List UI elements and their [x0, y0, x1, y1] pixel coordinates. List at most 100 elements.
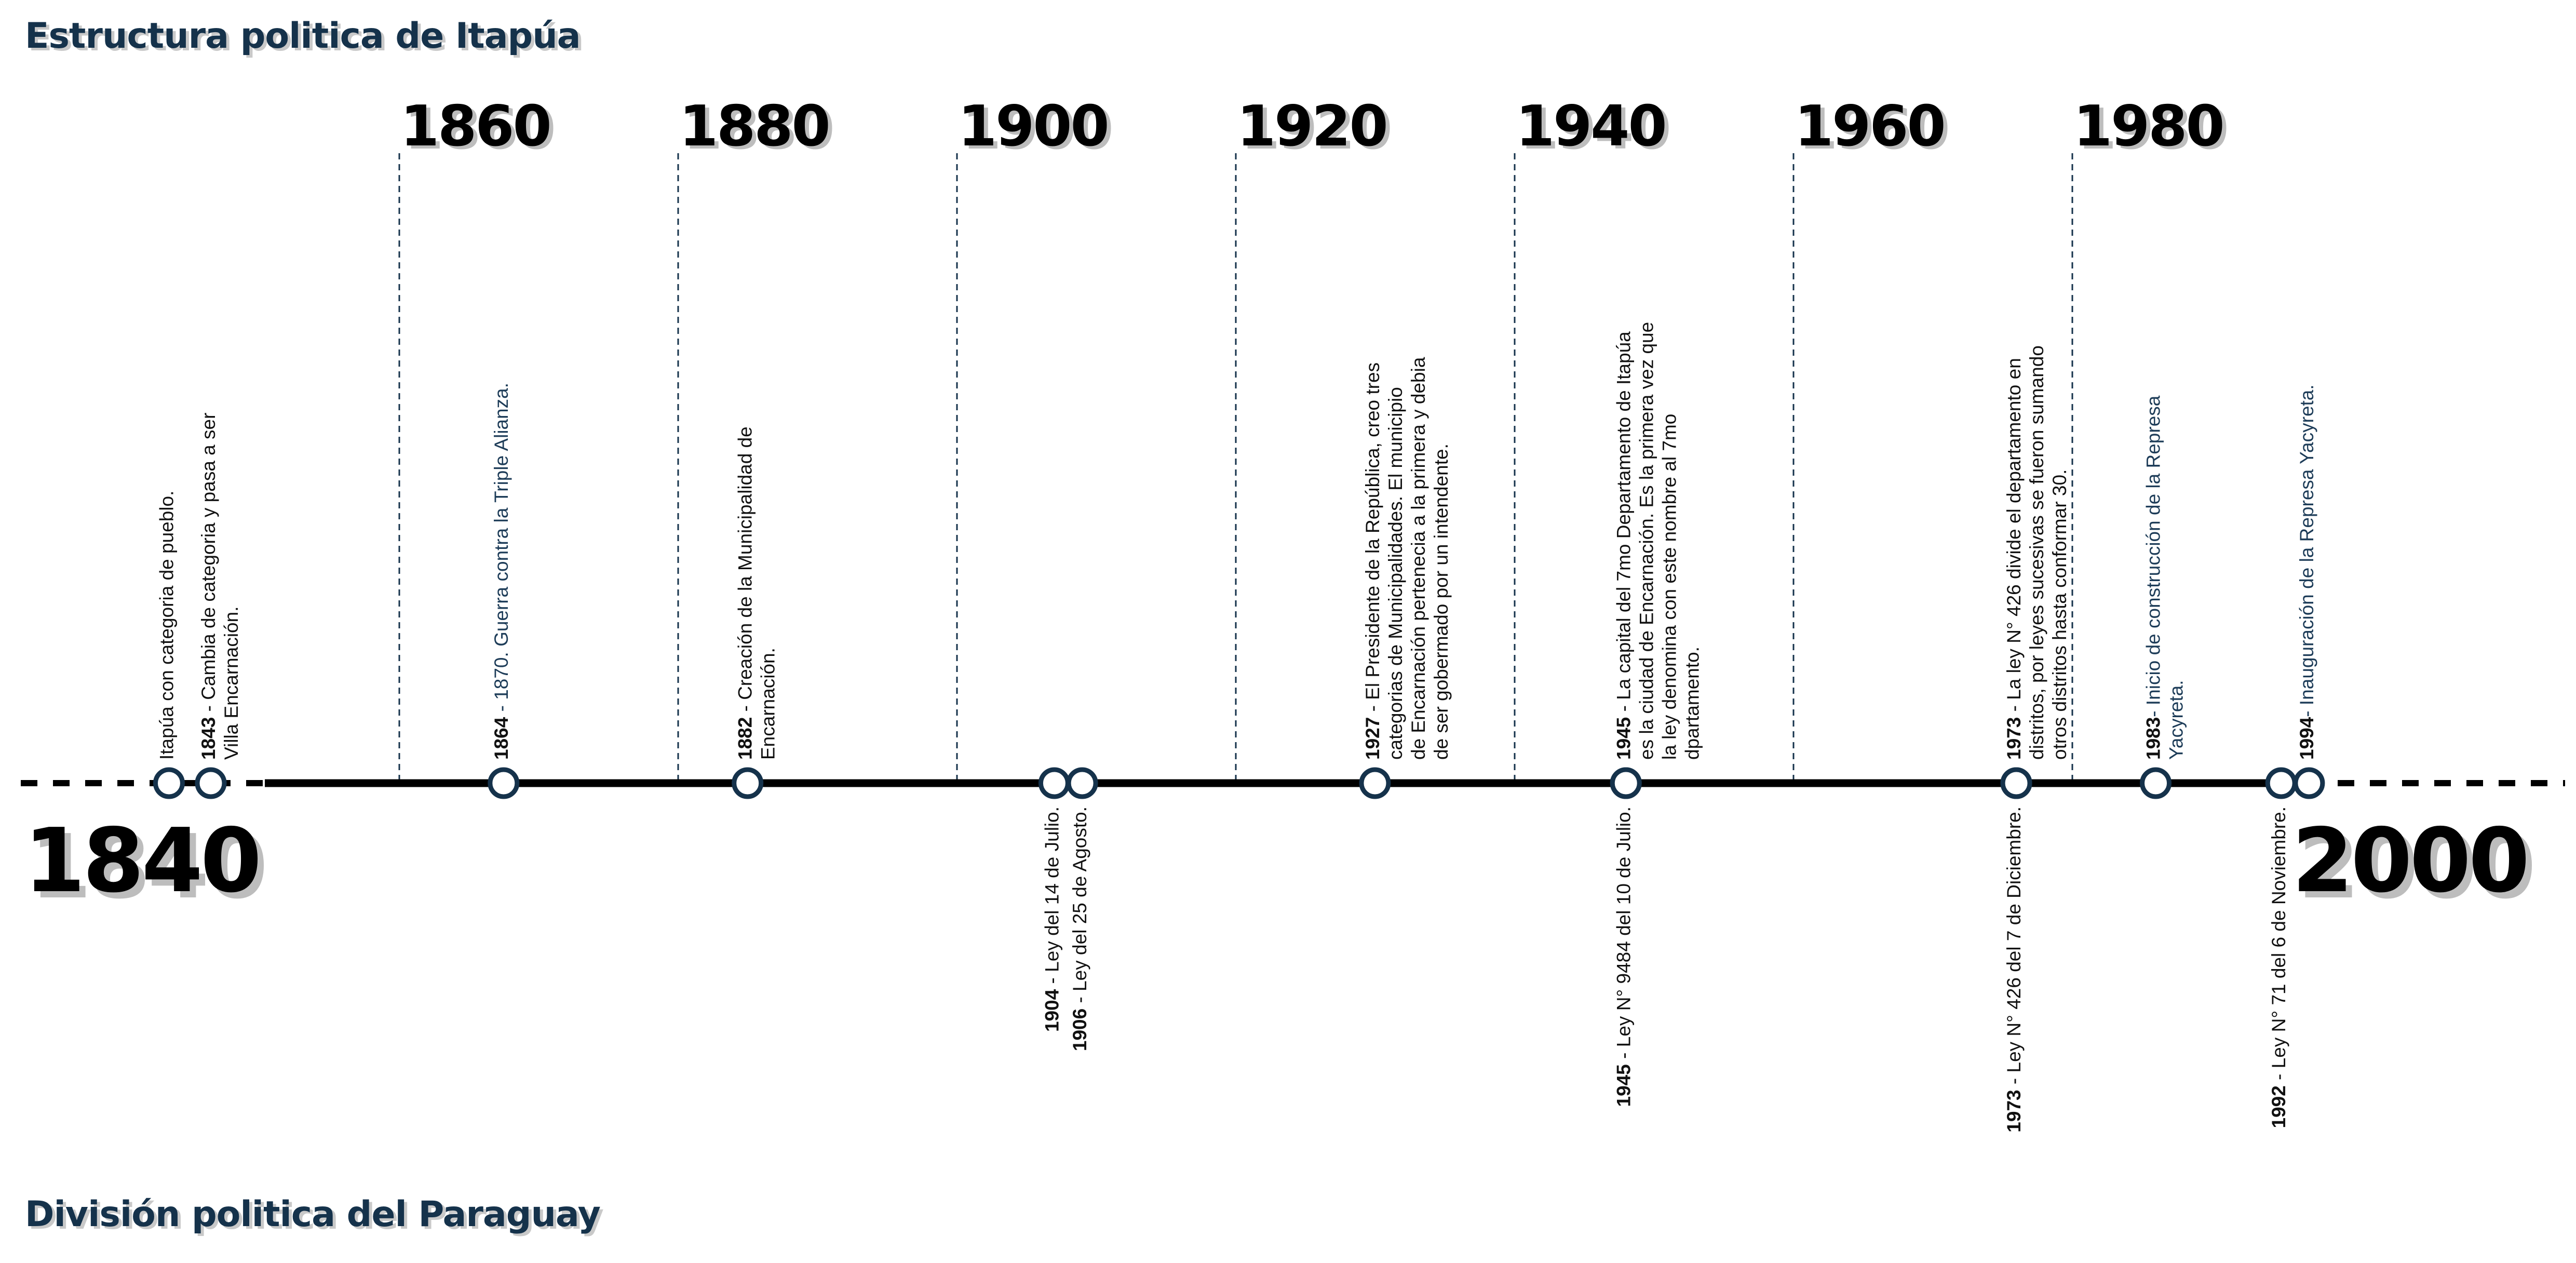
decade-label-1980: 1980: [2073, 94, 2223, 159]
event-line: 1973 - La ley N° 426 divide el departame…: [2003, 358, 2025, 760]
event-year: 1973: [2003, 1090, 2025, 1132]
marker-below-3: [2000, 767, 2032, 799]
decade-label-1860: 1860: [400, 94, 550, 159]
event-line: 1983- Inicio de construcción de la Repre…: [2143, 395, 2164, 760]
event-line: Villa Encarnación.: [221, 607, 242, 760]
event-year: 1945: [1613, 1064, 1634, 1107]
decade-label-shadow-1960: 1960: [1799, 97, 1949, 162]
event-below-3: 1973 - Ley N° 426 del 7 de Diciembre.: [2003, 807, 2025, 1133]
marker-above-7: [2140, 767, 2172, 799]
decade-label-shadow-1860: 1860: [404, 97, 555, 162]
event-line: 1864 - 1870. Guerra contra la Triple Ali…: [491, 383, 512, 760]
event-line: 1945 - Ley N° 9484 del 10 de Julio.: [1613, 807, 1634, 1107]
event-line: 1927 - El Presidente de la República, cr…: [1362, 362, 1383, 760]
event-year: 1904: [1041, 989, 1062, 1032]
event-text: - Ley N° 71 del 6 de Noviembre.: [2268, 807, 2289, 1085]
event-text: - La capital del 7mo Departamento de Ita…: [1613, 331, 1634, 717]
decade-label-shadow-1900: 1900: [962, 97, 1112, 162]
event-year: 1983: [2143, 717, 2164, 760]
marker-below-1: [1066, 767, 1098, 799]
decade-gridlines: [398, 153, 2073, 783]
marker-above-8: [2293, 767, 2325, 799]
event-line: 1843 - Cambia de categoria y pasa a ser: [198, 413, 219, 760]
event-line: 1904 - Ley del 14 de Julio.: [1041, 807, 1062, 1032]
timeline-axis: 1840 1840 2000 2000: [21, 779, 2565, 919]
event-text: es la ciudad de Encarnación. Es la prime…: [1636, 322, 1657, 760]
event-text: - Cambia de categoria y pasa a ser: [198, 413, 219, 717]
event-text: - Ley del 14 de Julio.: [1041, 807, 1062, 989]
event-text: Yacyreta.: [2166, 680, 2187, 760]
event-text: categorias de Municipalidades. El munici…: [1385, 387, 1406, 760]
event-text: otros distritos hasta conformar 30.: [2049, 469, 2070, 760]
event-below-0: 1904 - Ley del 14 de Julio.: [1041, 807, 1062, 1032]
event-above-8: 1994- Inauguración de la Represa Yacyret…: [2296, 384, 2317, 760]
event-line: 1945 - La capital del 7mo Departamento d…: [1613, 331, 1634, 760]
decade-label-shadow-1880: 1880: [683, 97, 833, 162]
event-below-1: 1906 - Ley del 25 de Agosto.: [1069, 807, 1090, 1051]
event-markers: [153, 767, 2325, 799]
axis-start-label-shadow: 1840: [30, 816, 265, 919]
decade-label-shadow-1980: 1980: [2078, 97, 2228, 162]
event-text: - 1870. Guerra contra la Triple Alianza.: [491, 383, 512, 717]
axis-start-label: 1840: [24, 810, 259, 912]
event-text: Villa Encarnación.: [221, 607, 242, 760]
event-text: - La ley N° 426 divide el departamento e…: [2003, 358, 2025, 717]
event-year: 1945: [1613, 717, 1634, 760]
event-text: - Ley N° 426 del 7 de Diciembre.: [2003, 807, 2025, 1090]
event-line: dpartamento.: [1681, 647, 1703, 760]
event-above-7: 1983- Inicio de construcción de la Repre…: [2143, 395, 2187, 760]
event-year: 1864: [491, 717, 512, 760]
event-line: 1882 - Creación de la Municipalidad de: [735, 426, 756, 760]
event-text: Itapúa con categoria de pueblo.: [156, 491, 177, 760]
event-above-4: 1927 - El Presidente de la República, cr…: [1362, 357, 1452, 760]
event-year: 1906: [1069, 1009, 1090, 1051]
axis-end-label-shadow: 2000: [2298, 816, 2533, 919]
marker-below-2: [1610, 767, 1642, 799]
event-year: 1973: [2003, 717, 2025, 760]
event-line: de Encarnación pertenecia a la primera y…: [1408, 357, 1429, 760]
event-year: 1992: [2268, 1085, 2289, 1128]
event-line: la ley denomina con este nombre al 7mo: [1658, 414, 1680, 760]
titles: Estructura politica de Itapúa Estructura…: [25, 16, 604, 1238]
title-top-shadow: Estructura politica de Itapúa: [28, 18, 584, 59]
events-below: 1904 - Ley del 14 de Julio. 1906 - Ley de…: [1041, 807, 2289, 1133]
event-line: 1973 - Ley N° 426 del 7 de Diciembre.: [2003, 807, 2025, 1133]
event-line: es la ciudad de Encarnación. Es la prime…: [1636, 322, 1657, 760]
event-text: - El Presidente de la República, creo tr…: [1362, 362, 1383, 717]
event-year: 1882: [735, 717, 756, 760]
decade-label-1920: 1920: [1237, 94, 1387, 159]
event-below-4: 1992 - Ley N° 71 del 6 de Noviembre.: [2268, 807, 2289, 1128]
event-line: de ser gobermado por un intendente.: [1431, 444, 1452, 760]
event-text: Encarnación.: [758, 648, 779, 760]
event-line: 1992 - Ley N° 71 del 6 de Noviembre.: [2268, 807, 2289, 1128]
event-above-5: 1945 - La capital del 7mo Departamento d…: [1613, 322, 1703, 760]
marker-above-2: [488, 767, 520, 799]
event-text: dpartamento.: [1681, 647, 1703, 760]
event-text: la ley denomina con este nombre al 7mo: [1658, 414, 1680, 760]
decade-label-shadow-1920: 1920: [1241, 97, 1391, 162]
marker-below-0: [1038, 767, 1070, 799]
event-year: 1994: [2296, 717, 2317, 760]
decade-label-1900: 1900: [958, 94, 1108, 159]
decade-label-1960: 1960: [1795, 94, 1945, 159]
event-text: - Ley N° 9484 del 10 de Julio.: [1613, 807, 1634, 1064]
marker-above-1: [195, 767, 227, 799]
event-above-6: 1973 - La ley N° 426 divide el departame…: [2003, 345, 2070, 760]
event-below-2: 1945 - Ley N° 9484 del 10 de Julio.: [1613, 807, 1634, 1107]
event-line: Itapúa con categoria de pueblo.: [156, 491, 177, 760]
event-text: - Ley del 25 de Agosto.: [1069, 807, 1090, 1009]
event-text: - Inauguración de la Represa Yacyreta.: [2296, 384, 2317, 717]
event-line: otros distritos hasta conformar 30.: [2049, 469, 2070, 760]
title-bottom: División politica del Paraguay: [25, 1194, 601, 1235]
event-text: - Creación de la Municipalidad de: [735, 426, 756, 717]
event-text: distritos, por leyes sucesivas se fueron…: [2026, 345, 2047, 760]
marker-above-0: [153, 767, 185, 799]
event-text: - Inicio de construcción de la Represa: [2143, 395, 2164, 717]
event-above-0: Itapúa con categoria de pueblo.: [156, 491, 177, 760]
events-above: Itapúa con categoria de pueblo. 1843 - Ca…: [156, 322, 2317, 760]
event-year: 1927: [1362, 717, 1383, 760]
event-line: Yacyreta.: [2166, 680, 2187, 760]
title-top: Estructura politica de Itapúa: [25, 16, 581, 57]
event-above-2: 1864 - 1870. Guerra contra la Triple Ali…: [491, 383, 512, 760]
